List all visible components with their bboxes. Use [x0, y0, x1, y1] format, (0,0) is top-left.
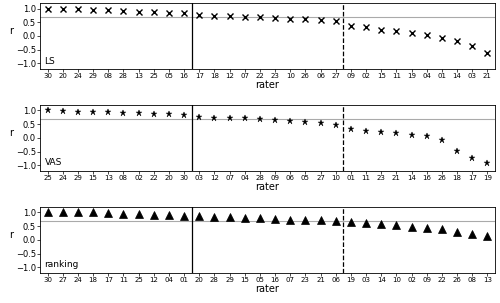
- Y-axis label: r: r: [10, 230, 14, 240]
- X-axis label: rater: rater: [256, 284, 280, 294]
- X-axis label: rater: rater: [256, 80, 280, 90]
- X-axis label: rater: rater: [256, 182, 280, 192]
- Text: ranking: ranking: [44, 260, 79, 269]
- Y-axis label: r: r: [10, 26, 14, 36]
- Y-axis label: r: r: [10, 128, 14, 138]
- Text: VAS: VAS: [44, 158, 62, 168]
- Text: LS: LS: [44, 57, 56, 65]
